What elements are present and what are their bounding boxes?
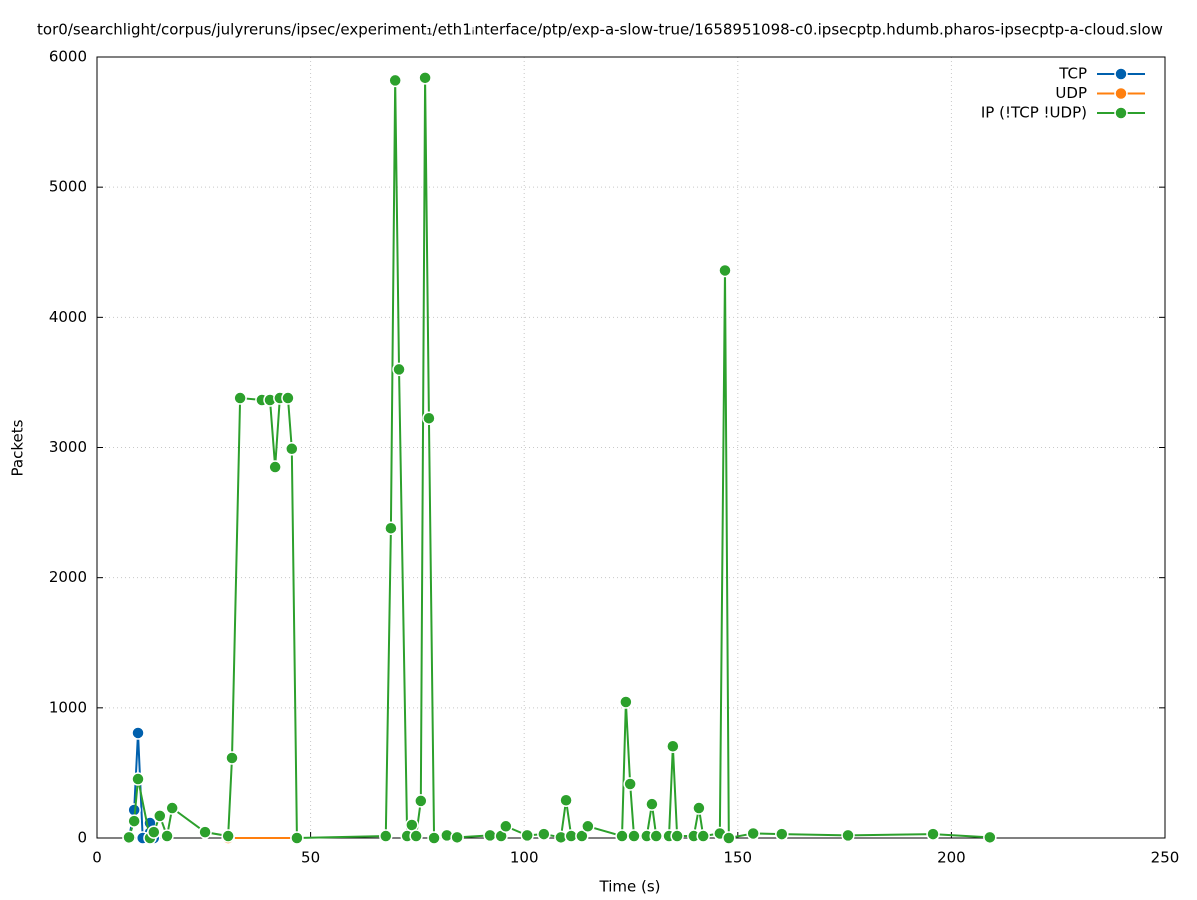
data-point: [841, 828, 855, 843]
data-point: [290, 831, 304, 845]
data-point: [775, 827, 789, 841]
data-point: [666, 739, 680, 753]
data-point: [409, 829, 423, 843]
legend-marker: [1114, 67, 1128, 81]
data-point: [198, 825, 212, 839]
data-point: [127, 814, 141, 828]
data-point: [537, 827, 551, 841]
data-point: [153, 809, 167, 823]
data-point: [623, 777, 637, 791]
y-tick-label: 3000: [49, 438, 87, 456]
data-point: [746, 826, 760, 841]
legend-marker: [1114, 106, 1128, 120]
data-point: [160, 829, 174, 843]
data-point: [422, 411, 436, 425]
data-point: [649, 829, 663, 843]
data-point: [615, 829, 629, 843]
legend-label: UDP: [1055, 84, 1087, 102]
data-point: [427, 831, 441, 845]
data-point: [581, 819, 595, 834]
data-point: [388, 73, 402, 88]
data-point: [670, 829, 684, 843]
series-line: [128, 77, 990, 841]
data-point: [392, 362, 406, 377]
data-point: [418, 71, 432, 85]
data-point: [483, 828, 497, 843]
x-tick-label: 150: [723, 849, 752, 867]
data-point: [285, 442, 299, 456]
data-point: [384, 521, 398, 535]
data-point: [575, 829, 589, 843]
data-point: [692, 801, 706, 815]
chart-title: tor0/searchlight/corpus/julyreruns/ipsec…: [37, 21, 1163, 39]
data-point: [379, 829, 393, 843]
data-point: [627, 829, 641, 843]
legend-label: TCP: [1058, 65, 1087, 83]
data-point: [281, 391, 295, 405]
y-tick-label: 0: [77, 829, 87, 847]
data-point: [520, 828, 534, 843]
y-tick-label: 5000: [49, 178, 87, 196]
y-tick-label: 2000: [49, 568, 87, 586]
data-point: [221, 829, 235, 843]
data-point: [696, 829, 710, 843]
data-point: [619, 695, 633, 709]
data-point: [450, 830, 464, 845]
data-point: [499, 819, 513, 834]
y-tick-label: 6000: [49, 48, 87, 66]
x-axis-label: Time (s): [599, 878, 661, 896]
x-tick-label: 100: [510, 849, 539, 867]
data-point: [147, 825, 161, 839]
data-point: [559, 793, 573, 808]
data-point: [233, 391, 247, 405]
data-point: [405, 818, 419, 832]
data-point: [983, 830, 997, 845]
data-point: [414, 794, 428, 808]
data-point: [926, 827, 940, 841]
data-point: [165, 801, 179, 815]
y-axis-label: Packets: [9, 419, 27, 476]
x-tick-label: 50: [301, 849, 320, 867]
x-tick-label: 250: [1151, 849, 1180, 867]
data-point: [122, 830, 136, 845]
legend-marker: [1114, 86, 1128, 101]
data-point: [131, 726, 145, 740]
y-tick-label: 1000: [49, 698, 87, 716]
x-tick-label: 0: [92, 849, 102, 867]
y-tick-label: 4000: [49, 308, 87, 326]
legend-label: IP (!TCP !UDP): [981, 104, 1087, 122]
x-tick-label: 200: [937, 849, 966, 867]
data-point: [268, 460, 282, 474]
data-point: [722, 831, 736, 845]
data-point: [645, 797, 659, 811]
data-point: [131, 772, 145, 786]
data-point: [718, 263, 732, 278]
data-point: [225, 751, 239, 765]
